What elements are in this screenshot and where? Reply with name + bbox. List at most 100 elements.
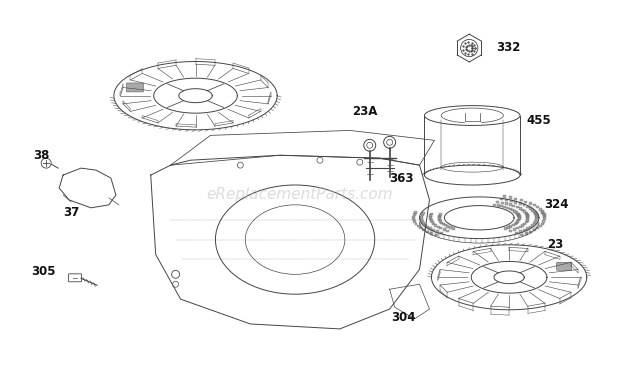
FancyBboxPatch shape <box>534 212 537 214</box>
FancyBboxPatch shape <box>534 213 538 215</box>
FancyBboxPatch shape <box>535 215 538 217</box>
FancyBboxPatch shape <box>438 216 441 218</box>
FancyBboxPatch shape <box>430 214 432 217</box>
FancyBboxPatch shape <box>412 218 415 221</box>
FancyBboxPatch shape <box>518 215 520 217</box>
FancyBboxPatch shape <box>541 210 544 213</box>
FancyBboxPatch shape <box>512 224 515 226</box>
FancyBboxPatch shape <box>420 216 423 218</box>
FancyBboxPatch shape <box>440 222 443 224</box>
FancyBboxPatch shape <box>533 211 536 213</box>
FancyBboxPatch shape <box>424 224 427 226</box>
FancyBboxPatch shape <box>422 222 425 224</box>
FancyBboxPatch shape <box>542 212 545 215</box>
FancyBboxPatch shape <box>520 199 523 201</box>
FancyBboxPatch shape <box>442 223 445 225</box>
FancyBboxPatch shape <box>542 220 546 223</box>
FancyBboxPatch shape <box>529 231 533 233</box>
FancyBboxPatch shape <box>507 226 510 229</box>
FancyBboxPatch shape <box>509 225 512 228</box>
FancyBboxPatch shape <box>526 227 529 230</box>
FancyBboxPatch shape <box>535 216 538 218</box>
FancyBboxPatch shape <box>493 204 496 206</box>
Text: 304: 304 <box>392 310 416 323</box>
FancyBboxPatch shape <box>509 196 512 199</box>
FancyBboxPatch shape <box>516 206 519 208</box>
FancyBboxPatch shape <box>525 212 528 214</box>
FancyBboxPatch shape <box>515 232 518 234</box>
FancyBboxPatch shape <box>517 219 520 221</box>
FancyBboxPatch shape <box>516 220 520 223</box>
FancyBboxPatch shape <box>69 274 81 282</box>
FancyBboxPatch shape <box>422 229 425 231</box>
FancyBboxPatch shape <box>533 204 536 206</box>
FancyBboxPatch shape <box>519 226 522 228</box>
FancyBboxPatch shape <box>444 224 447 226</box>
FancyBboxPatch shape <box>434 224 437 226</box>
FancyBboxPatch shape <box>520 234 523 236</box>
FancyBboxPatch shape <box>446 225 449 228</box>
FancyBboxPatch shape <box>500 205 503 207</box>
FancyBboxPatch shape <box>525 201 528 203</box>
FancyBboxPatch shape <box>426 231 429 233</box>
FancyBboxPatch shape <box>543 215 546 217</box>
FancyBboxPatch shape <box>523 223 526 225</box>
FancyBboxPatch shape <box>431 221 433 223</box>
FancyBboxPatch shape <box>534 214 538 216</box>
FancyBboxPatch shape <box>446 229 449 232</box>
FancyBboxPatch shape <box>526 216 529 218</box>
Text: 332: 332 <box>496 41 521 54</box>
FancyBboxPatch shape <box>429 227 432 230</box>
FancyBboxPatch shape <box>421 214 423 216</box>
FancyBboxPatch shape <box>519 202 521 205</box>
FancyBboxPatch shape <box>513 223 516 225</box>
FancyBboxPatch shape <box>541 222 544 225</box>
FancyBboxPatch shape <box>436 226 440 228</box>
FancyBboxPatch shape <box>516 213 520 215</box>
FancyBboxPatch shape <box>452 227 454 229</box>
FancyBboxPatch shape <box>449 226 452 229</box>
FancyBboxPatch shape <box>526 215 529 218</box>
FancyBboxPatch shape <box>542 213 546 216</box>
FancyBboxPatch shape <box>417 225 420 227</box>
FancyBboxPatch shape <box>515 201 518 204</box>
FancyBboxPatch shape <box>503 195 506 198</box>
FancyBboxPatch shape <box>529 202 532 205</box>
FancyBboxPatch shape <box>497 201 499 203</box>
Text: 363: 363 <box>389 172 414 185</box>
FancyBboxPatch shape <box>505 202 508 205</box>
Text: 455: 455 <box>526 114 551 127</box>
FancyBboxPatch shape <box>421 220 424 222</box>
FancyBboxPatch shape <box>518 207 521 210</box>
FancyBboxPatch shape <box>501 202 504 204</box>
FancyBboxPatch shape <box>525 221 528 223</box>
FancyBboxPatch shape <box>533 229 536 231</box>
FancyBboxPatch shape <box>440 232 443 234</box>
FancyBboxPatch shape <box>500 198 503 201</box>
FancyBboxPatch shape <box>526 214 529 217</box>
Text: 23A: 23A <box>352 105 377 118</box>
FancyBboxPatch shape <box>439 213 442 216</box>
FancyBboxPatch shape <box>539 225 542 227</box>
FancyBboxPatch shape <box>518 216 521 218</box>
FancyBboxPatch shape <box>523 210 526 213</box>
FancyBboxPatch shape <box>126 83 143 92</box>
FancyBboxPatch shape <box>443 228 446 231</box>
FancyBboxPatch shape <box>529 226 532 228</box>
FancyBboxPatch shape <box>430 219 433 222</box>
FancyBboxPatch shape <box>512 209 514 211</box>
FancyBboxPatch shape <box>438 218 441 220</box>
FancyBboxPatch shape <box>427 226 429 228</box>
FancyBboxPatch shape <box>438 219 441 221</box>
FancyBboxPatch shape <box>510 229 512 232</box>
FancyBboxPatch shape <box>543 216 546 218</box>
FancyBboxPatch shape <box>429 218 432 220</box>
FancyBboxPatch shape <box>543 218 546 221</box>
Text: eReplacementParts.com: eReplacementParts.com <box>206 188 393 202</box>
Text: 23: 23 <box>547 238 563 251</box>
Text: 324: 324 <box>544 198 569 211</box>
Text: 38: 38 <box>33 149 50 162</box>
FancyBboxPatch shape <box>517 214 520 216</box>
FancyBboxPatch shape <box>523 229 526 231</box>
FancyBboxPatch shape <box>509 204 512 206</box>
